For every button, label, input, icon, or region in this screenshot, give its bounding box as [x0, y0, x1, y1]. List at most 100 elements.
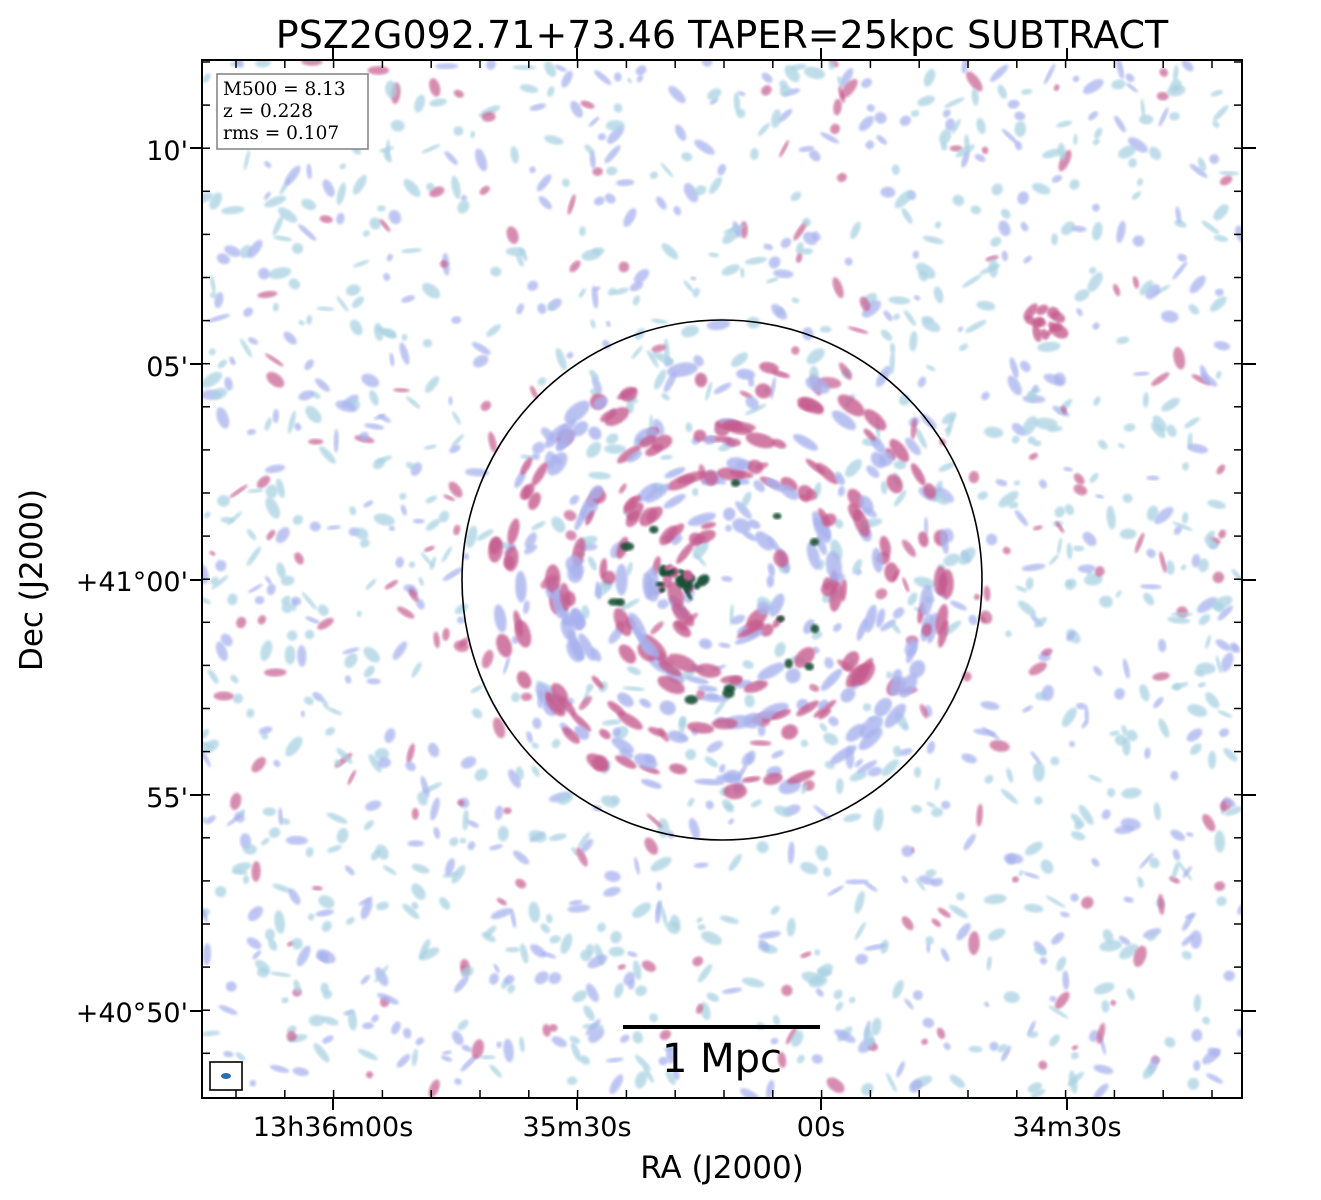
noise-blob: [306, 163, 312, 180]
ring-blob: [876, 608, 886, 628]
noise-blob: [827, 885, 844, 896]
noise-blob: [949, 1074, 966, 1088]
noise-blob: [1060, 911, 1070, 918]
noise-blob: [1153, 697, 1164, 709]
noise-blob: [1101, 999, 1110, 1013]
noise-blob: [585, 983, 599, 1003]
noise-blob: [536, 174, 552, 192]
noise-blob: [1207, 499, 1226, 509]
ring-blob: [687, 512, 716, 527]
noise-blob: [989, 740, 1010, 752]
noise-blob: [363, 665, 375, 678]
noise-blob: [589, 151, 596, 169]
noise-blob: [304, 629, 315, 640]
ring-blob: [769, 593, 785, 617]
noise-blob: [607, 287, 617, 296]
noise-blob: [411, 661, 422, 678]
noise-blob: [610, 931, 622, 944]
noise-blob: [793, 221, 808, 241]
noise-blob: [635, 65, 647, 76]
noise-blob: [462, 553, 470, 560]
noise-blob: [849, 770, 868, 782]
noise-blob: [646, 349, 659, 368]
noise-blob: [678, 717, 686, 733]
noise-blob: [456, 616, 465, 624]
noise-blob: [540, 951, 557, 959]
noise-blob: [508, 769, 521, 788]
noise-blob: [453, 89, 464, 98]
noise-blob: [426, 182, 435, 191]
noise-blob: [1071, 1045, 1079, 1051]
noise-blob: [1048, 554, 1059, 565]
noise-blob: [1084, 573, 1103, 586]
noise-blob: [1014, 509, 1028, 527]
noise-blob: [1053, 372, 1066, 387]
noise-blob: [1153, 802, 1161, 821]
noise-blob: [1001, 1045, 1011, 1062]
source-blob: [1047, 306, 1060, 319]
noise-blob: [363, 500, 374, 508]
ring-blob: [736, 368, 756, 380]
noise-blob: [401, 295, 415, 303]
noise-blob: [917, 376, 927, 388]
noise-blob: [425, 495, 438, 504]
noise-blob: [995, 479, 1008, 487]
noise-blob: [265, 484, 278, 499]
noise-blob: [1078, 804, 1094, 825]
noise-blob: [594, 70, 612, 86]
noise-blob: [1005, 630, 1012, 638]
noise-blob: [950, 600, 968, 611]
noise-blob: [532, 717, 542, 729]
noise-blob: [660, 454, 673, 460]
noise-blob: [839, 67, 854, 89]
ring-blob: [842, 651, 860, 672]
noise-blob: [234, 60, 244, 68]
noise-blob: [1093, 396, 1101, 406]
noise-blob: [1211, 595, 1233, 611]
noise-blob: [770, 1037, 779, 1045]
noise-blob: [815, 988, 824, 997]
noise-blob: [796, 1054, 805, 1064]
noise-blob: [226, 812, 245, 827]
noise-blob: [753, 480, 765, 493]
noise-blob: [802, 327, 814, 341]
noise-blob: [316, 306, 335, 311]
noise-blob: [1066, 630, 1076, 642]
noise-blob: [449, 837, 459, 847]
noise-blob: [401, 248, 423, 254]
noise-blob: [301, 60, 323, 66]
noise-blob: [288, 278, 301, 290]
noise-blob: [835, 778, 844, 794]
noise-blob: [981, 146, 989, 155]
ring-blob: [816, 535, 827, 556]
noise-blob: [1039, 957, 1048, 965]
noise-blob: [548, 1023, 558, 1032]
noise-blob: [333, 428, 339, 453]
noise-blob: [655, 900, 662, 924]
noise-blob: [1075, 702, 1087, 710]
noise-blob: [266, 583, 276, 596]
noise-blob: [1213, 204, 1229, 221]
noise-blob: [787, 841, 795, 865]
noise-blob: [608, 946, 625, 957]
noise-blob: [273, 759, 281, 768]
noise-blob: [773, 1014, 781, 1026]
noise-blob: [457, 1019, 469, 1031]
noise-blob: [892, 607, 905, 619]
noise-blob: [1027, 391, 1037, 403]
noise-blob: [702, 60, 713, 67]
noise-blob: [358, 896, 373, 906]
ring-blob: [590, 485, 604, 500]
x-tick-label: 34m30s: [1012, 1112, 1121, 1143]
noise-blob: [1133, 945, 1147, 967]
noise-blob: [308, 438, 324, 445]
noise-blob: [1011, 435, 1020, 444]
noise-blob: [305, 616, 320, 624]
noise-blob: [1167, 85, 1186, 97]
noise-blob: [544, 61, 557, 77]
ring-blob: [891, 669, 902, 682]
r500-circle: [461, 319, 983, 841]
noise-blob: [393, 388, 410, 393]
noise-blob: [561, 70, 573, 88]
ring-blob: [667, 653, 698, 673]
